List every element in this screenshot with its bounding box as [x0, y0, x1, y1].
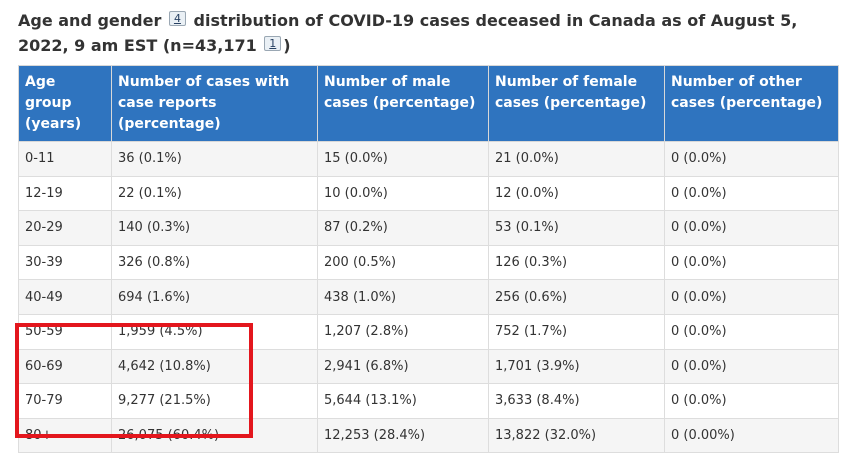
- cell-female-cases: 3,633 (8.4%): [488, 383, 665, 419]
- cell-other-cases: 0 (0.0%): [664, 383, 839, 419]
- header-other-cases: Number of other cases (percentage): [664, 65, 839, 142]
- caption-text-middle: distribution of COVID-19 cases deceased …: [18, 11, 798, 55]
- cell-total-cases: 22 (0.1%): [111, 175, 318, 212]
- cell-age-group: 60-69: [18, 348, 112, 385]
- footnote-link-1[interactable]: 1: [264, 36, 282, 51]
- cell-total-cases: 326 (0.8%): [111, 244, 318, 281]
- cell-age-group: 20-29: [18, 210, 112, 246]
- table-row: 80+ 26,075 (60.4%) 12,253 (28.4%) 13,822 (3…: [18, 417, 839, 453]
- cell-total-cases: 9,277 (21.5%): [111, 383, 318, 419]
- cell-female-cases: 13,822 (32.0%): [488, 417, 665, 453]
- cell-other-cases: 0 (0.00%): [664, 417, 839, 453]
- cell-female-cases: 752 (1.7%): [488, 313, 665, 350]
- table-row: 60-69 4,642 (10.8%) 2,941 (6.8%) 1,701 (3.9…: [18, 348, 839, 385]
- cell-total-cases: 140 (0.3%): [111, 210, 318, 246]
- table-row: 20-29 140 (0.3%) 87 (0.2%) 53 (0.1%) 0 (0.0%…: [18, 210, 839, 246]
- cell-age-group: 30-39: [18, 244, 112, 281]
- cell-male-cases: 10 (0.0%): [317, 175, 489, 212]
- cell-other-cases: 0 (0.0%): [664, 279, 839, 315]
- cell-total-cases: 26,075 (60.4%): [111, 417, 318, 453]
- cell-male-cases: 87 (0.2%): [317, 210, 489, 246]
- cell-male-cases: 15 (0.0%): [317, 141, 489, 177]
- header-male-cases: Number of male cases (percentage): [317, 65, 489, 142]
- table-row: 40-49 694 (1.6%) 438 (1.0%) 256 (0.6%) 0 (0.…: [18, 279, 839, 315]
- cell-male-cases: 12,253 (28.4%): [317, 417, 489, 453]
- table-row: 30-39 326 (0.8%) 200 (0.5%) 126 (0.3%) 0 (0.…: [18, 244, 839, 281]
- cell-female-cases: 21 (0.0%): [488, 141, 665, 177]
- table-body: 0-11 36 (0.1%) 15 (0.0%) 21 (0.0%) 0 (0.0%) 1…: [18, 141, 839, 453]
- cell-male-cases: 5,644 (13.1%): [317, 383, 489, 419]
- cell-total-cases: 36 (0.1%): [111, 141, 318, 177]
- cell-age-group: 50-59: [18, 313, 112, 350]
- cell-age-group: 0-11: [18, 141, 112, 177]
- cell-age-group: 70-79: [18, 383, 112, 419]
- cell-other-cases: 0 (0.0%): [664, 348, 839, 385]
- cell-female-cases: 126 (0.3%): [488, 244, 665, 281]
- header-age-group: Age group (years): [18, 65, 112, 142]
- cell-age-group: 12-19: [18, 175, 112, 212]
- covid-deaths-table: Age group (years) Number of cases with c…: [18, 65, 839, 453]
- caption-text-start: Age and gender: [18, 11, 162, 30]
- table-row: 70-79 9,277 (21.5%) 5,644 (13.1%) 3,633 (8.…: [18, 383, 839, 419]
- cell-age-group: 40-49: [18, 279, 112, 315]
- cell-male-cases: 200 (0.5%): [317, 244, 489, 281]
- header-row: Age group (years) Number of cases with c…: [18, 65, 839, 142]
- cell-other-cases: 0 (0.0%): [664, 175, 839, 212]
- cell-age-group: 80+: [18, 417, 112, 453]
- cell-other-cases: 0 (0.0%): [664, 313, 839, 350]
- cell-male-cases: 1,207 (2.8%): [317, 313, 489, 350]
- cell-male-cases: 438 (1.0%): [317, 279, 489, 315]
- cell-other-cases: 0 (0.0%): [664, 141, 839, 177]
- footnote-link-4[interactable]: 4: [168, 11, 186, 26]
- table-row: 50-59 1,959 (4.5%) 1,207 (2.8%) 752 (1.7%) 0…: [18, 313, 839, 350]
- table-header: Age group (years) Number of cases with c…: [18, 65, 839, 142]
- header-total-cases: Number of cases with case reports (perce…: [111, 65, 318, 142]
- cell-other-cases: 0 (0.0%): [664, 244, 839, 281]
- cell-total-cases: 4,642 (10.8%): [111, 348, 318, 385]
- cell-other-cases: 0 (0.0%): [664, 210, 839, 246]
- table-caption: Age and gender 4 distribution of COVID-1…: [18, 8, 848, 58]
- cell-female-cases: 53 (0.1%): [488, 210, 665, 246]
- cell-total-cases: 694 (1.6%): [111, 279, 318, 315]
- cell-female-cases: 1,701 (3.9%): [488, 348, 665, 385]
- cell-female-cases: 12 (0.0%): [488, 175, 665, 212]
- caption-text-end: ): [283, 36, 291, 55]
- cell-total-cases: 1,959 (4.5%): [111, 313, 318, 350]
- cell-male-cases: 2,941 (6.8%): [317, 348, 489, 385]
- table-row: 12-19 22 (0.1%) 10 (0.0%) 12 (0.0%) 0 (0.0%): [18, 175, 839, 212]
- header-female-cases: Number of female cases (percentage): [488, 65, 665, 142]
- cell-female-cases: 256 (0.6%): [488, 279, 665, 315]
- table-row: 0-11 36 (0.1%) 15 (0.0%) 21 (0.0%) 0 (0.0%): [18, 141, 839, 177]
